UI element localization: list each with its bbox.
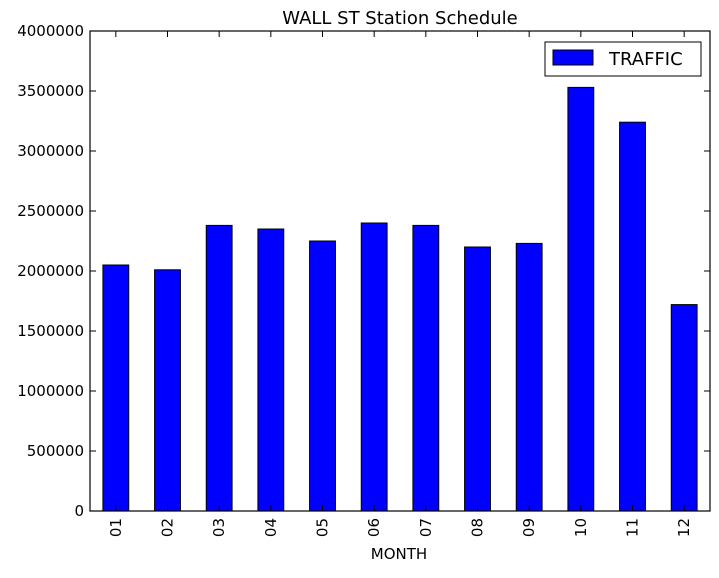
bar-08: [464, 246, 491, 512]
bar-03: [205, 224, 233, 512]
bar-12: [670, 304, 698, 512]
bar-09: [515, 242, 543, 512]
bar-06: [360, 222, 388, 512]
x-tick-label: 03: [210, 518, 228, 537]
x-tick-label: 06: [365, 518, 383, 537]
bar-11: [619, 121, 646, 512]
bar-02: [154, 269, 181, 512]
bars-layer: [102, 86, 698, 512]
chart-title: WALL ST Station Schedule: [282, 8, 517, 29]
x-tick-label: 08: [469, 518, 487, 537]
legend-swatch: [552, 49, 594, 66]
bar-07: [412, 224, 440, 512]
y-tick-label: 1000000: [17, 382, 84, 400]
y-axis: 0 500000 1000000 1500000 2000000 2500000 30000…: [17, 22, 710, 520]
x-tick-label: 01: [107, 518, 125, 537]
y-tick-label: 3500000: [17, 82, 84, 100]
x-tick-label: 05: [314, 518, 332, 537]
legend: TRAFFIC: [544, 41, 702, 77]
y-tick-label: 0: [74, 502, 84, 520]
x-tick-label: 02: [159, 518, 177, 537]
y-tick-label: 4000000: [17, 22, 84, 40]
y-tick-label: 500000: [27, 442, 84, 460]
x-tick-label: 09: [520, 518, 538, 537]
x-tick-label: 11: [624, 518, 642, 537]
x-tick-label: 12: [675, 518, 693, 537]
y-tick-label: 2500000: [17, 202, 84, 220]
x-axis-label: MONTH: [371, 545, 427, 563]
x-tick-label: 07: [417, 518, 435, 537]
y-tick-label: 2000000: [17, 262, 84, 280]
x-axis: 01 02 03 04 05 06 07 08 09 10 11 12: [107, 31, 693, 537]
plot-frame: [89, 30, 711, 512]
legend-label-traffic: TRAFFIC: [608, 49, 683, 70]
x-tick-label: 04: [262, 518, 280, 537]
bar-10: [567, 86, 595, 512]
bar-05: [309, 240, 336, 512]
y-tick-label: 3000000: [17, 142, 84, 160]
bar-01: [102, 264, 130, 512]
y-tick-label: 1500000: [17, 322, 84, 340]
bar-04: [257, 228, 285, 512]
x-tick-label: 10: [572, 518, 590, 537]
